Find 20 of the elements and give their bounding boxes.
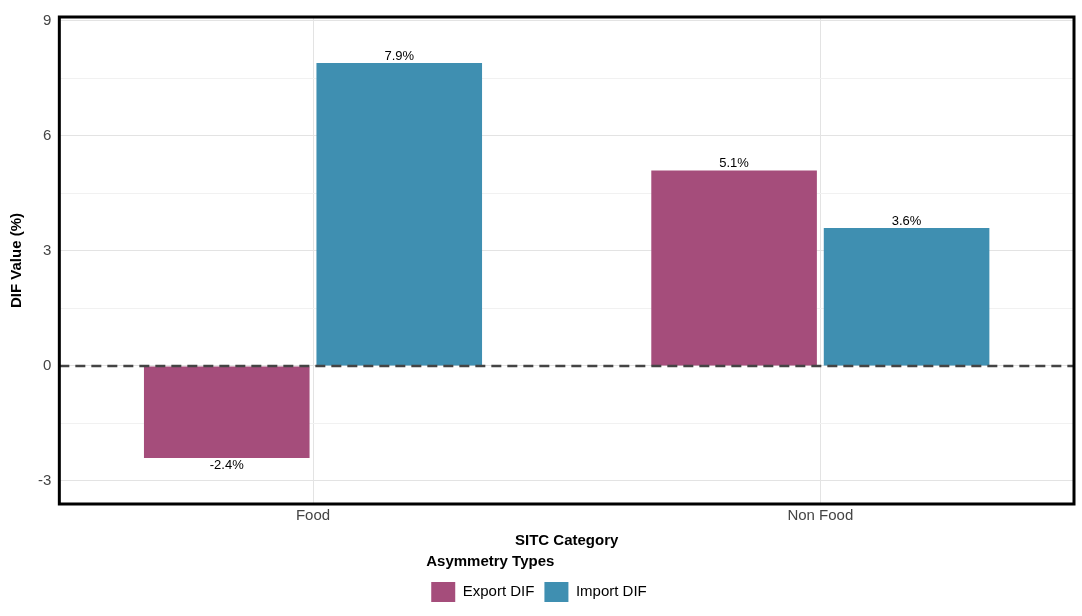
y-axis-title: DIF Value (%)	[7, 212, 25, 309]
y-tick-label: 6	[42, 126, 52, 144]
y-tick-label: -3	[37, 471, 52, 489]
data-label: -2.4%	[209, 457, 245, 473]
bar	[823, 227, 990, 366]
y-tick-label: 9	[42, 10, 52, 28]
bar	[316, 63, 483, 366]
legend-label: Export DIF	[462, 582, 535, 600]
data-label: 7.9%	[384, 48, 415, 64]
x-tick-label: Non Food	[787, 506, 854, 524]
data-label: 3.6%	[891, 212, 922, 228]
x-axis-title: SITC Category	[514, 531, 619, 549]
x-tick-label: Food	[295, 506, 331, 524]
y-tick-label: 3	[42, 241, 52, 259]
legend-label: Import DIF	[575, 582, 647, 600]
bar	[651, 170, 817, 366]
bar	[143, 366, 310, 458]
legend-title: Asymmetry Types	[426, 551, 555, 569]
y-tick-label: 0	[42, 356, 52, 374]
data-label: 5.1%	[719, 155, 750, 171]
